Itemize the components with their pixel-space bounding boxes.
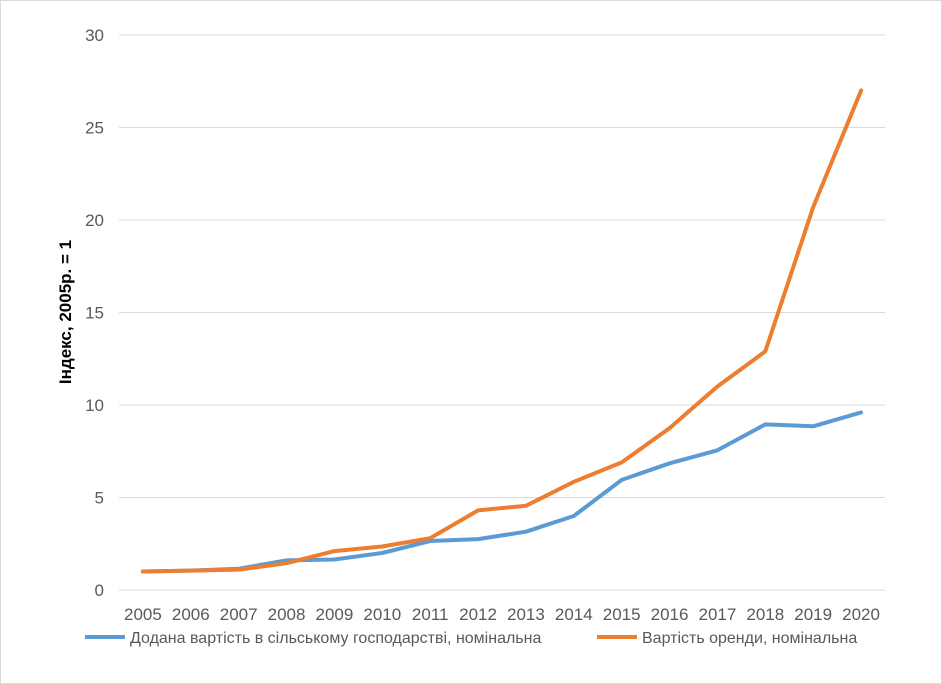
x-axis-ticks: 2005 2006 2007 2008 2009 2010 2011 2012 2013 2014… [124,605,880,624]
y-tick-label: 10 [85,396,104,415]
x-tick-label: 2017 [699,605,737,624]
x-tick-label: 2010 [363,605,401,624]
x-tick-label: 2011 [412,605,449,624]
gridlines [119,34,885,591]
x-tick-label: 2018 [746,605,784,624]
y-tick-label: 15 [85,304,104,323]
y-tick-label: 30 [85,26,104,45]
y-axis-ticks: 0 5 10 15 20 25 30 [85,26,104,600]
x-tick-label: 2005 [124,605,162,624]
y-tick-label: 5 [95,489,104,508]
y-tick-label: 25 [85,119,104,138]
x-tick-label: 2007 [220,605,258,624]
x-tick-label: 2008 [268,605,306,624]
y-tick-label: 0 [95,581,104,600]
x-tick-label: 2016 [651,605,689,624]
series-lines [140,88,864,574]
x-tick-label: 2006 [172,605,210,624]
series-line-value-added [140,410,864,574]
legend-label-rent: Вартість оренди, номінальна [642,630,857,647]
x-tick-label: 2015 [603,605,641,624]
x-tick-label: 2019 [794,605,832,624]
x-tick-label: 2013 [507,605,545,624]
x-tick-label: 2012 [459,605,497,624]
legend-label-value-added: Додана вартість в сільському господарств… [130,630,541,647]
y-axis-title: Індекс, 2005р. = 1 [56,240,75,384]
x-tick-label: 2014 [555,605,593,624]
x-tick-label: 2020 [842,605,880,624]
x-tick-label: 2009 [316,605,354,624]
y-tick-label: 20 [85,211,104,230]
series-line-rent [140,88,864,574]
legend: Додана вартість в сільському господарств… [85,630,857,647]
